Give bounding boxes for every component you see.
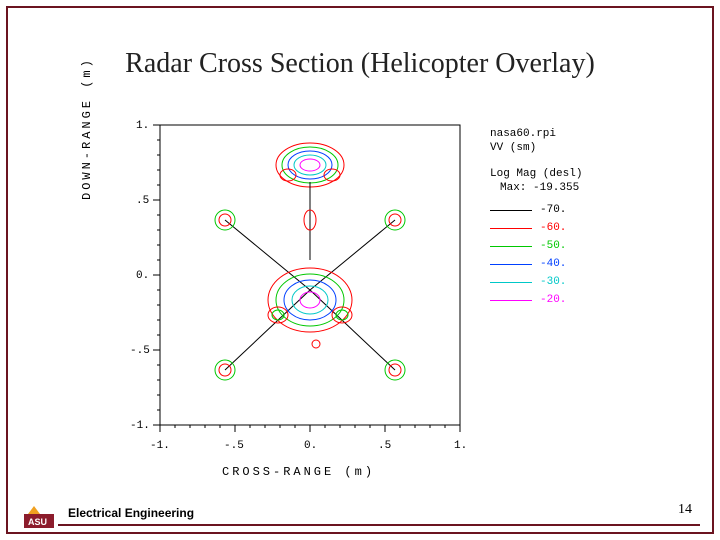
footer: ASU Electrical Engineering 14	[10, 500, 710, 528]
y-tick-4: 1.	[136, 120, 149, 132]
plot-area	[130, 120, 470, 450]
legend-value: -20.	[540, 294, 566, 306]
legend-swatch	[490, 246, 532, 247]
legend-value: -30.	[540, 276, 566, 288]
legend-header-1: nasa60.rpi	[490, 128, 582, 140]
y-tick-1: -.5	[130, 345, 150, 357]
y-tick-0: -1.	[130, 420, 150, 432]
footer-rule	[58, 524, 700, 526]
legend-swatch	[490, 282, 532, 283]
legend-row: -30.	[490, 276, 582, 288]
legend-mag-label: Log Mag (desl)	[490, 168, 582, 180]
svg-text:ASU: ASU	[28, 517, 47, 527]
slide-title: Radar Cross Section (Helicopter Overlay)	[0, 48, 720, 80]
y-tick-3: .5	[136, 195, 149, 207]
legend-value: -60.	[540, 222, 566, 234]
x-tick-3: .5	[378, 440, 391, 452]
page-number: 14	[678, 502, 692, 518]
y-axis-label: DOWN-RANGE (m)	[80, 57, 94, 200]
asu-logo-icon: ASU	[24, 506, 60, 528]
legend-swatch	[490, 210, 532, 211]
x-tick-4: 1.	[454, 440, 467, 452]
y-tick-2: 0.	[136, 270, 149, 282]
legend-row: -50.	[490, 240, 582, 252]
footer-dept: Electrical Engineering	[68, 506, 194, 520]
legend-header-2: VV (sm)	[490, 142, 582, 154]
legend-value: -70.	[540, 204, 566, 216]
legend-swatch	[490, 264, 532, 265]
legend-max-label: Max: -19.355	[490, 182, 582, 194]
legend-swatch	[490, 228, 532, 229]
x-tick-0: -1.	[150, 440, 170, 452]
x-axis-label: CROSS-RANGE (m)	[222, 465, 375, 479]
legend-swatch	[490, 300, 532, 301]
x-tick-2: 0.	[304, 440, 317, 452]
legend: nasa60.rpi VV (sm) Log Mag (desl) Max: -…	[490, 128, 582, 312]
legend-row: -70.	[490, 204, 582, 216]
plot-svg	[130, 120, 470, 450]
legend-row: -20.	[490, 294, 582, 306]
legend-value: -40.	[540, 258, 566, 270]
legend-row: -60.	[490, 222, 582, 234]
legend-value: -50.	[540, 240, 566, 252]
legend-row: -40.	[490, 258, 582, 270]
x-tick-1: -.5	[224, 440, 244, 452]
